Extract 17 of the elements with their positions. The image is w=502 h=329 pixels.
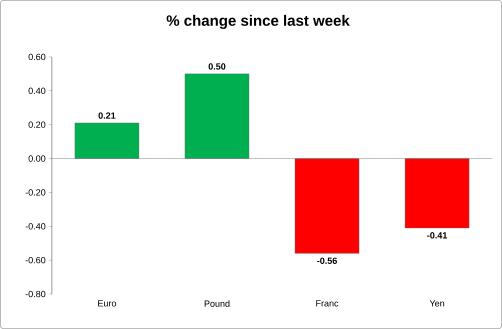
y-tick-label: 0.20 — [28, 122, 46, 128]
y-tick-label: 0.40 — [28, 88, 46, 94]
x-tick-label: Pound — [204, 300, 230, 307]
data-label: 0.21 — [98, 112, 116, 119]
y-tick-label: -0.20 — [26, 189, 46, 196]
y-tick-label: -0.80 — [26, 290, 46, 298]
data-label: -0.41 — [427, 232, 448, 239]
data-label: 0.50 — [208, 63, 226, 70]
y-tick-label: -0.60 — [26, 256, 46, 264]
data-label: -0.56 — [317, 258, 337, 264]
y-tick-label: 0.00 — [28, 155, 46, 162]
x-tick-label: Euro — [98, 300, 116, 307]
chart-title: % change since last week — [166, 14, 350, 29]
y-tick-label: 0.60 — [28, 54, 46, 60]
x-tick-label: Yen — [430, 300, 444, 307]
y-tick-label: -0.40 — [26, 223, 46, 230]
x-tick-label: Franc — [316, 300, 338, 307]
